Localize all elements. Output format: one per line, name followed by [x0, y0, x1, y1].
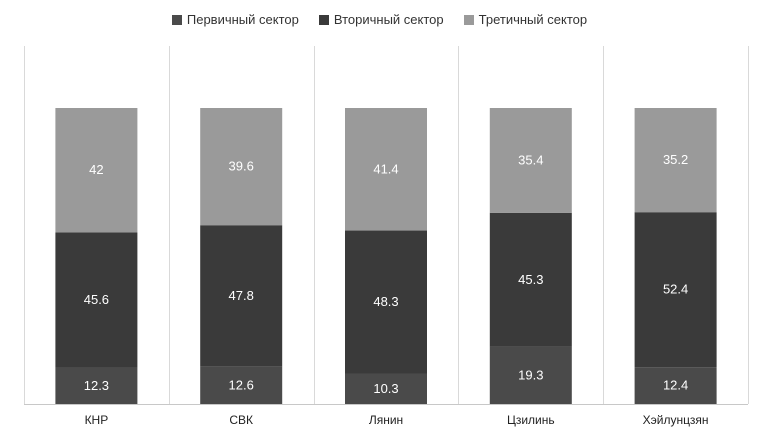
legend: Первичный сектор Вторичный сектор Третич… — [0, 12, 759, 27]
legend-label-secondary: Вторичный сектор — [333, 12, 444, 27]
data-label: 42 — [89, 162, 103, 177]
data-label: 41.4 — [373, 161, 398, 176]
bar-segment — [200, 225, 283, 367]
x-tick-label: СВК — [229, 413, 253, 427]
legend-label-tertiary: Третичный сектор — [478, 12, 588, 27]
legend-item-secondary: Вторичный сектор — [318, 12, 444, 27]
legend-item-tertiary: Третичный сектор — [463, 12, 588, 27]
bar-segment — [634, 108, 717, 213]
bar-segment — [55, 367, 138, 404]
bar-segment — [634, 367, 717, 404]
bar-segment — [489, 108, 572, 213]
legend-swatch-primary — [171, 14, 182, 25]
bar-segment — [200, 366, 283, 404]
data-label: 48.3 — [373, 294, 398, 309]
x-tick-label: КНР — [85, 413, 109, 427]
bar-segment — [489, 346, 572, 404]
bar-segment — [55, 108, 138, 233]
bar-segment — [489, 212, 572, 347]
x-tick-label: Хэйлунцзян — [643, 413, 709, 427]
bar-segment — [345, 108, 427, 231]
bar-segment — [345, 373, 427, 404]
data-label: 19.3 — [518, 367, 543, 382]
legend-swatch-tertiary — [463, 14, 474, 25]
data-label: 12.4 — [663, 378, 688, 393]
legend-label-primary: Первичный сектор — [186, 12, 299, 27]
x-tick-label: Цзилинь — [507, 413, 555, 427]
data-label: 35.2 — [663, 152, 688, 167]
bar-segment — [634, 212, 717, 368]
bar-segment — [55, 232, 138, 368]
data-label: 45.3 — [518, 272, 543, 287]
legend-item-primary: Первичный сектор — [171, 12, 299, 27]
x-tick-label: Лянин — [369, 413, 403, 427]
data-label: 39.6 — [229, 159, 254, 174]
bar-segment — [345, 230, 427, 374]
data-label: 12.3 — [84, 378, 109, 393]
data-label: 47.8 — [229, 288, 254, 303]
data-label: 12.6 — [229, 377, 254, 392]
data-label: 45.6 — [84, 292, 109, 307]
data-label: 35.4 — [518, 152, 543, 167]
data-label: 10.3 — [373, 381, 398, 396]
bar-segment — [200, 108, 283, 226]
data-label: 52.4 — [663, 282, 688, 297]
legend-swatch-secondary — [318, 14, 329, 25]
